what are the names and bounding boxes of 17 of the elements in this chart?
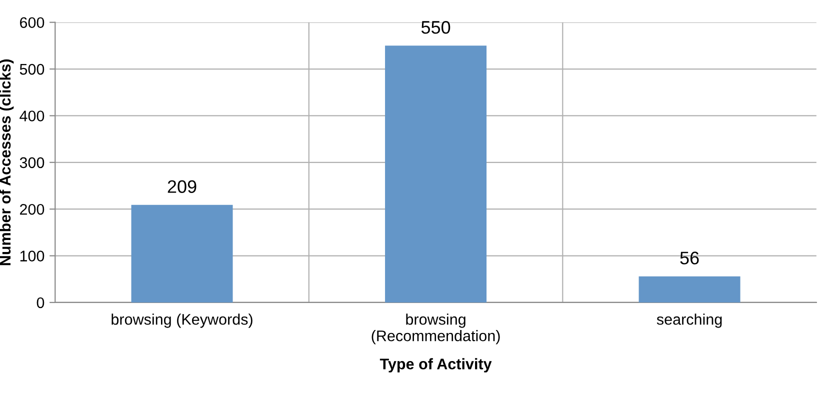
y-tick-label: 600 [20, 17, 44, 28]
data-label: 56 [680, 252, 699, 264]
data-label: 550 [421, 20, 450, 34]
y-tick-label: 500 [20, 64, 44, 75]
y-tick-label: 300 [20, 157, 44, 168]
bar [131, 204, 233, 302]
bar [385, 46, 487, 302]
y-tick-label: 200 [20, 204, 44, 215]
x-tick-label: searching [656, 314, 722, 328]
y-tick-label: 0 [36, 297, 44, 308]
x-tick-label: browsing (Keywords) [112, 314, 252, 328]
data-label: 209 [168, 180, 196, 193]
x-axis-title: Type of Activity [380, 358, 492, 372]
bar [638, 276, 740, 302]
x-tick-label: browsing (Recommendation) [372, 314, 500, 344]
y-tick-label: 400 [20, 110, 44, 122]
y-tick-label: 100 [20, 250, 44, 262]
